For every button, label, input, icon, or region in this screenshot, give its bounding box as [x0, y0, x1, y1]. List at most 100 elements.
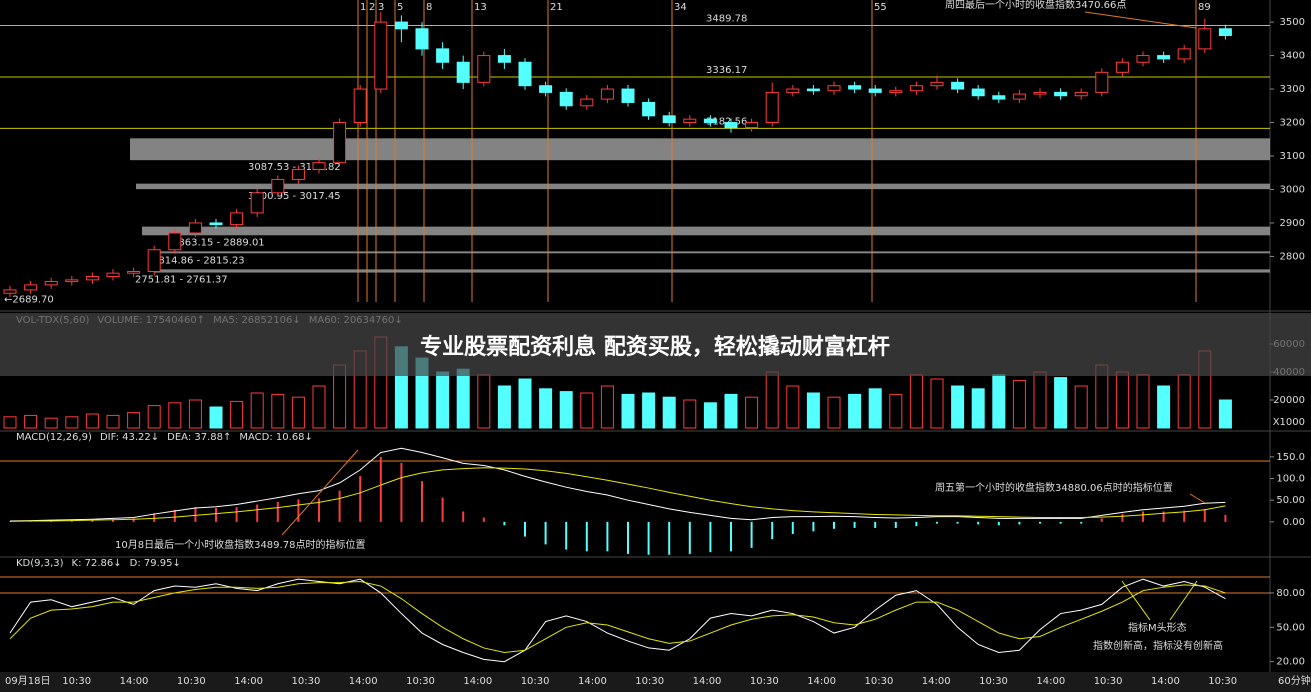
time-label: 14:00 [693, 676, 722, 687]
macd-bar [688, 521, 691, 554]
volume-bar [703, 402, 717, 429]
y-tick-label: 80.00 [1276, 588, 1305, 599]
support-zone [136, 183, 1270, 190]
indicator-line [9, 578, 1226, 663]
macd-bar [791, 521, 794, 534]
y-tick-label: 100.0 [1276, 474, 1305, 485]
volume-bar [456, 368, 470, 429]
candle-body [209, 222, 223, 226]
candle-body [1136, 55, 1150, 63]
support-zone [142, 226, 1270, 236]
candle-body [827, 85, 841, 92]
candle-body [889, 90, 903, 93]
macd-bar [853, 521, 856, 528]
macd-bar [977, 521, 980, 525]
time-label: 14:00 [463, 676, 492, 687]
volume-bar [992, 374, 1006, 429]
macd-bar [524, 521, 526, 537]
candle-body [456, 61, 470, 83]
candle-body [415, 28, 429, 50]
volume-bar [497, 385, 511, 429]
volume-bar [127, 412, 141, 429]
macd-bar [1162, 511, 1165, 522]
macd-bar [91, 520, 94, 522]
macd-bar [112, 519, 114, 522]
volume-bar [1136, 374, 1150, 429]
volume-bar [580, 392, 594, 429]
y-tick-label: 2900 [1280, 218, 1305, 229]
time-unit: 60分钟 [1278, 674, 1311, 687]
candle-body [909, 85, 923, 92]
y-tick-label: 150.0 [1276, 452, 1305, 463]
macd-bar [606, 521, 609, 552]
macd-bar [915, 521, 918, 527]
volume-bar [1033, 371, 1047, 429]
macd-bar [997, 521, 1000, 526]
fibonacci-label: 21 [550, 2, 563, 13]
annotation-arrow [1189, 493, 1206, 504]
zone-label: 3000.95 - 3017.45 [248, 191, 341, 202]
macd-bar [750, 521, 753, 548]
annotation: 指标M头形态 [1128, 621, 1187, 634]
volume-bar [1218, 399, 1232, 429]
macd-bar [194, 507, 197, 522]
time-label: 10:30 [406, 676, 435, 687]
macd-bar [379, 456, 382, 522]
macd-bar [585, 521, 588, 552]
candle-body [394, 21, 408, 30]
candle-body [497, 55, 511, 63]
candle-body [1218, 28, 1232, 36]
candle-body [930, 81, 944, 87]
volume-bar [147, 405, 161, 429]
macd-bar [256, 504, 259, 522]
candle-body [188, 222, 202, 234]
banner-text: 专业股票配资利息 配资买股，轻松撬动财富杠杆 [420, 334, 890, 360]
y-tick-label: 3300 [1280, 84, 1305, 95]
indicator-line [9, 467, 1226, 522]
volume-bar [3, 416, 17, 429]
y-tick-label: 50.00 [1276, 622, 1305, 633]
candle-body [724, 122, 738, 129]
time-label: 10:30 [1208, 676, 1237, 687]
time-label: 14:00 [578, 676, 607, 687]
macd-bar [812, 521, 815, 532]
macd-bar [1018, 521, 1021, 525]
macd-bar [1059, 521, 1062, 524]
volume-bar [168, 402, 182, 429]
candle-body [539, 85, 553, 93]
candle-body [374, 21, 388, 90]
indicator-header: K: 72.86↓ [72, 558, 122, 569]
time-label: 14:00 [807, 676, 836, 687]
candle-body [106, 272, 120, 278]
y-tick-label: 3400 [1280, 51, 1305, 62]
indicator-header: MACD(12,26,9) [16, 432, 92, 443]
macd-bar [276, 501, 279, 522]
macd-bar [874, 521, 877, 528]
volume-bar [724, 393, 738, 429]
annotation-arrow [1169, 580, 1198, 621]
candle-body [662, 115, 676, 124]
macd-bar [297, 499, 300, 522]
volume-bar [806, 392, 820, 429]
macd-bar [894, 521, 897, 528]
candle-body [3, 289, 17, 294]
fibonacci-label: 89 [1198, 2, 1211, 13]
level-label: 3182.56 [706, 116, 747, 127]
macd-bar [153, 513, 156, 522]
volume-bar [683, 399, 697, 429]
fibonacci-label: 5 [397, 2, 403, 13]
macd-bar [730, 521, 732, 552]
macd-bar [1183, 510, 1186, 522]
macd-bar [359, 475, 362, 522]
y-tick-label: 0.00 [1283, 517, 1305, 528]
volume-bar [827, 396, 841, 429]
candle-body [477, 55, 491, 83]
indicator-header: KD(9,3,3) [16, 558, 64, 569]
candle-body [1054, 91, 1068, 97]
support-zone [130, 138, 1270, 161]
volume-bar [868, 388, 882, 429]
time-label: 10:30 [979, 676, 1008, 687]
candle-body [250, 192, 264, 214]
time-label: 14:00 [1036, 676, 1065, 687]
volume-bar [24, 414, 38, 429]
